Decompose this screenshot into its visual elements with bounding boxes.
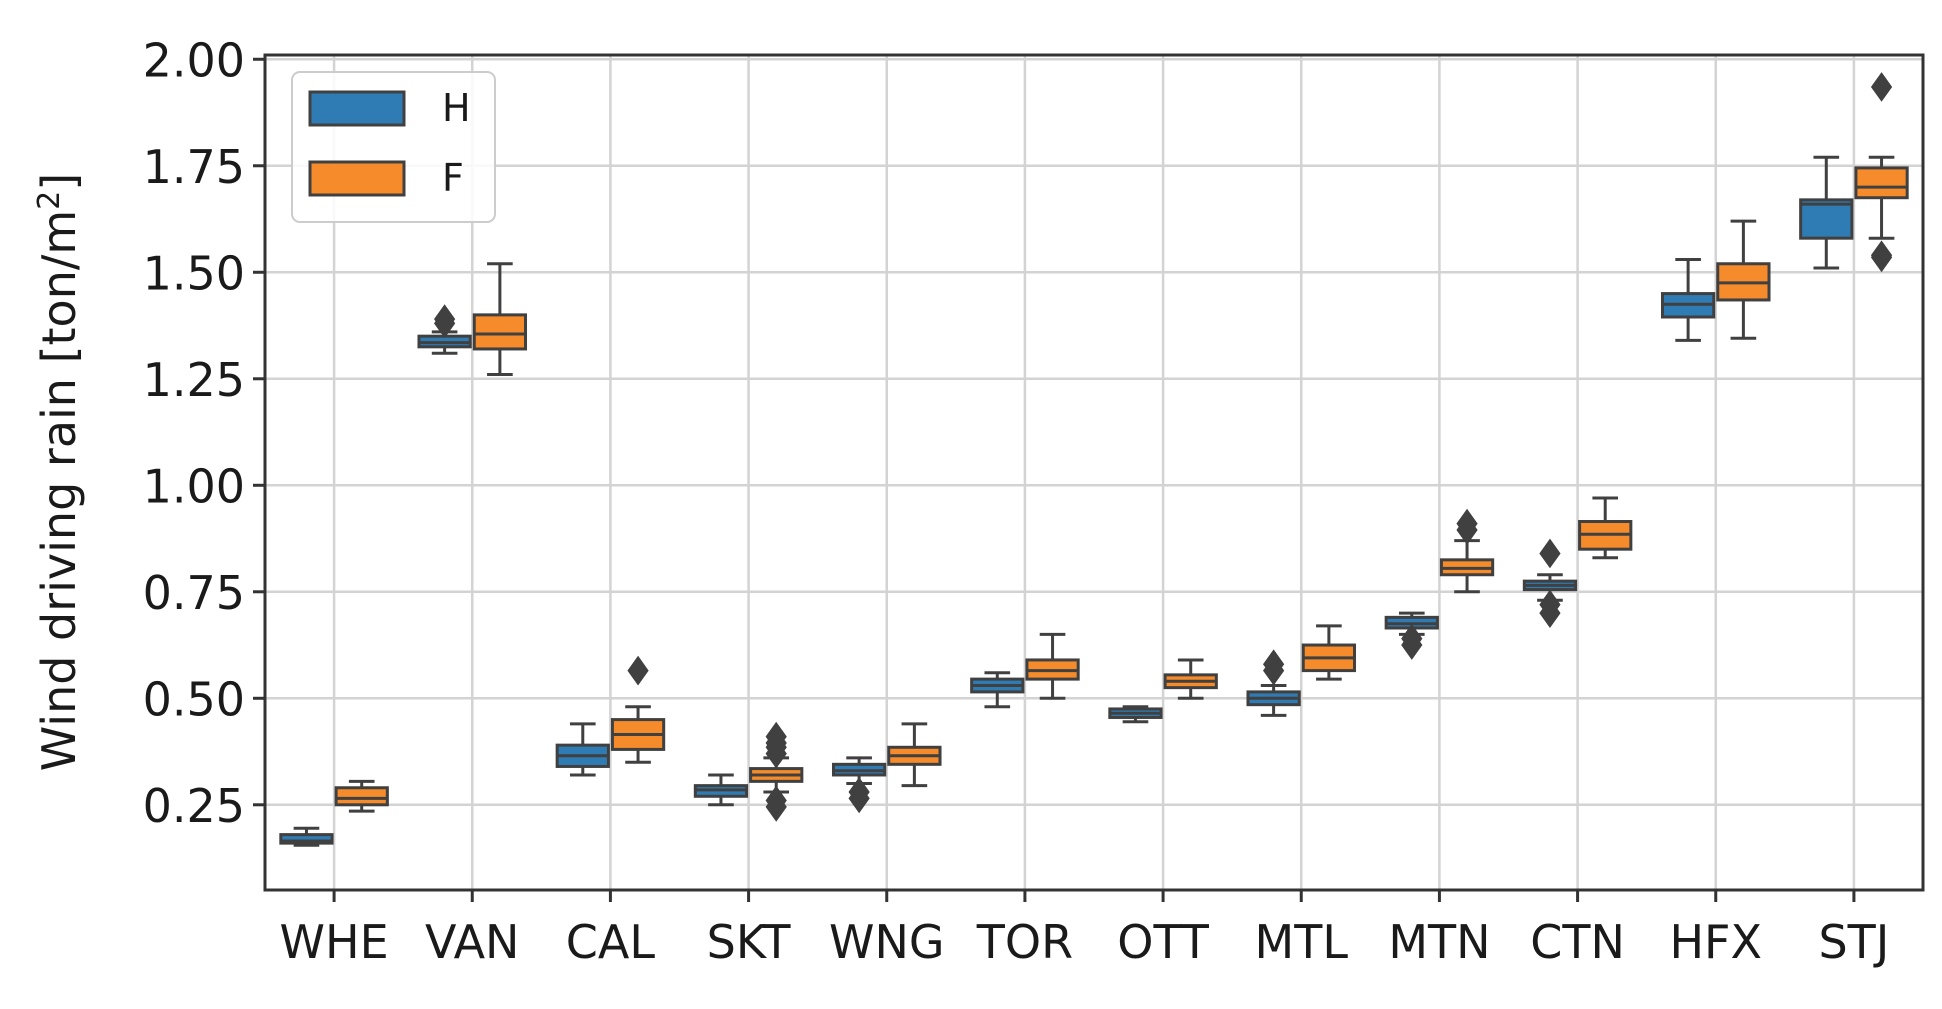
outlier-marker — [434, 304, 456, 334]
box-F-CAL — [610, 655, 666, 764]
x-tick-label: SKT — [707, 915, 792, 969]
outlier-marker — [1401, 630, 1423, 660]
x-tick-label: WNG — [829, 915, 945, 969]
box-H-WNG — [831, 756, 887, 814]
box-H-CAL — [555, 722, 610, 777]
box-F-WHE — [334, 779, 389, 813]
box-H-OTT — [1108, 705, 1163, 724]
x-tick-label: OTT — [1117, 915, 1209, 969]
box-F-OTT — [1163, 658, 1218, 700]
box-F-MTL — [1301, 624, 1357, 681]
box-body — [279, 833, 334, 845]
box-body — [472, 313, 528, 351]
box-F-VAN — [472, 262, 528, 377]
x-tick-label: TOR — [976, 915, 1073, 969]
box-H-MTN — [1384, 611, 1439, 660]
box-H-STJ — [1799, 155, 1854, 270]
x-tick-label: CAL — [566, 915, 656, 969]
legend-label-h: H — [442, 86, 471, 130]
box-F-CTN — [1578, 496, 1633, 560]
plot-frame — [263, 53, 1925, 892]
box-body — [1799, 198, 1854, 240]
y-tick-label: 1.00 — [143, 459, 245, 513]
y-tick-label: 0.25 — [143, 779, 245, 833]
legend-swatch-h — [308, 90, 406, 127]
legend-swatch-f — [308, 160, 406, 197]
outlier-marker — [1870, 242, 1893, 273]
box-H-CTN — [1522, 538, 1578, 628]
x-tick-label: MTL — [1255, 915, 1349, 969]
outlier-marker — [1870, 72, 1893, 102]
y-axis-label-superscript: 2 — [32, 191, 67, 210]
y-axis-label-main: Wind driving rain [ton/m — [32, 210, 86, 771]
y-tick-label: 0.75 — [143, 566, 245, 620]
box-F-HFX — [1716, 219, 1771, 340]
y-tick-label: 1.25 — [143, 353, 245, 407]
legend: H F — [291, 71, 496, 223]
tick-layer: 0.25 0.50 0.75 1.00 1.25 1.50 1.75 2.00 WHE VAN CA… — [143, 33, 1890, 969]
grid-layer — [265, 55, 1923, 890]
outlier-marker — [1456, 508, 1478, 539]
y-tick-label: 2.00 — [143, 33, 245, 87]
x-tick-label: HFX — [1669, 915, 1762, 969]
box-H-TOR — [970, 671, 1025, 709]
box-F-TOR — [1025, 632, 1080, 700]
box-F-STJ — [1854, 72, 1909, 273]
x-tick-label: VAN — [425, 915, 519, 969]
y-tick-label: 0.50 — [143, 672, 245, 726]
outlier-marker — [1539, 598, 1561, 628]
box-F-WNG — [887, 722, 942, 788]
box-H-WHE — [279, 826, 334, 847]
outlier-marker — [627, 655, 649, 686]
outlier-marker — [1539, 538, 1561, 569]
legend-label-f: F — [442, 156, 464, 200]
y-axis-label: Wind driving rain [ton/m2] — [32, 173, 86, 771]
box-H-HFX — [1660, 257, 1716, 342]
y-tick-label: 1.75 — [143, 140, 245, 194]
y-axis-label-suffix: ] — [32, 173, 86, 191]
box-H-VAN — [417, 304, 472, 355]
box-F-SKT — [749, 721, 804, 822]
x-tick-label: CTN — [1530, 915, 1625, 969]
box-body — [334, 786, 389, 807]
x-tick-label: WHE — [280, 915, 389, 969]
box-body — [1854, 166, 1909, 200]
box-layer — [279, 72, 1909, 847]
x-tick-label: MTN — [1388, 915, 1490, 969]
y-tick-label: 1.50 — [143, 246, 245, 300]
outlier-marker — [765, 721, 787, 752]
outlier-marker — [848, 783, 870, 814]
box-H-SKT — [693, 773, 749, 807]
outlier-marker — [1263, 649, 1285, 680]
box-F-MTN — [1439, 508, 1495, 594]
box-H-MTL — [1246, 649, 1301, 717]
outlier-marker — [765, 792, 787, 822]
x-tick-label: STJ — [1818, 915, 1889, 969]
